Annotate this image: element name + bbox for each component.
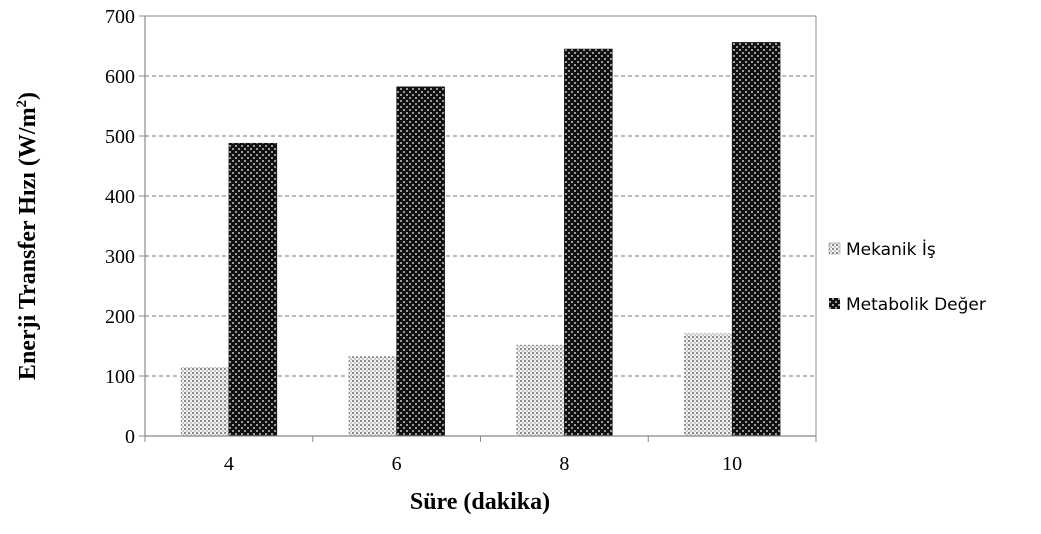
y-axis-title-end: )	[15, 92, 41, 100]
y-tick-label: 300	[105, 246, 135, 268]
legend-label-metabolik: Metabolik Değer	[846, 295, 986, 315]
legend-swatch-metabolik	[829, 298, 840, 309]
bar-metabolik-6	[396, 86, 445, 437]
y-tick-label: 700	[105, 6, 135, 28]
x-tick-label: 6	[392, 453, 402, 475]
y-tick-label: 0	[125, 426, 135, 448]
bar-metabolik-10	[731, 42, 781, 437]
y-axis-title-main: Enerji Transfer Hızı (W/m	[15, 107, 41, 380]
bar-mekanik-10	[684, 333, 733, 436]
y-tick-labels: 0 100 200 300 400 500 600 700	[105, 6, 145, 448]
x-tick-label: 10	[722, 453, 742, 475]
bar-mekanik-8	[516, 344, 565, 436]
y-tick-label: 500	[105, 126, 135, 148]
y-axis-title-superscript: 2	[14, 100, 30, 108]
bar-metabolik-4	[228, 142, 278, 437]
x-tick-labels: 4 6 8 10	[144, 436, 817, 475]
legend-swatch-mekanik	[828, 242, 841, 255]
bars	[180, 42, 781, 437]
x-tick-label: 8	[559, 453, 569, 475]
y-tick-label: 400	[105, 186, 135, 208]
legend-label-mekanik: Mekanik İş	[846, 239, 936, 260]
y-tick-label: 100	[105, 366, 135, 388]
bar-mekanik-4	[180, 367, 229, 436]
legend: Mekanik İş Metabolik Değer	[828, 239, 986, 315]
y-tick-label: 600	[105, 66, 135, 88]
x-axis-title: Süre (dakika)	[410, 489, 550, 515]
x-tick-label: 4	[224, 453, 234, 475]
gridlines	[145, 15, 816, 377]
bar-mekanik-6	[348, 356, 397, 436]
y-axis-title: Enerji Transfer Hızı (W/m2)	[14, 92, 41, 380]
bar-metabolik-8	[564, 48, 613, 437]
y-tick-label: 200	[105, 306, 135, 328]
